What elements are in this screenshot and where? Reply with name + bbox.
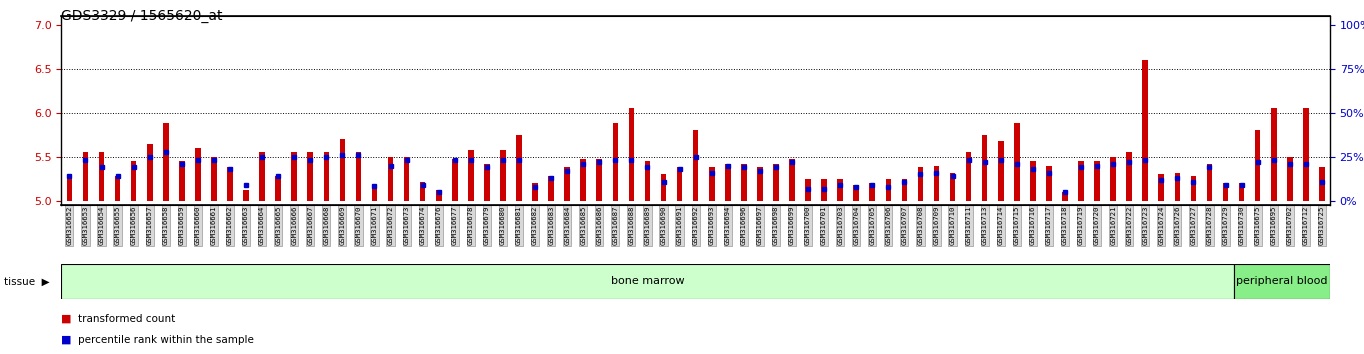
Bar xyxy=(596,159,602,201)
Bar xyxy=(660,175,667,201)
Bar xyxy=(949,173,955,201)
Bar xyxy=(1239,183,1244,201)
Bar xyxy=(982,135,988,201)
Bar xyxy=(645,161,651,201)
Bar xyxy=(356,153,361,201)
Bar xyxy=(1143,60,1148,201)
Bar xyxy=(612,124,618,201)
Bar xyxy=(677,167,682,201)
Bar xyxy=(581,159,587,201)
Bar xyxy=(1288,157,1293,201)
Bar xyxy=(516,135,522,201)
Bar xyxy=(902,179,907,201)
Bar xyxy=(307,152,314,201)
Bar xyxy=(629,108,634,201)
Bar xyxy=(998,141,1004,201)
Bar xyxy=(885,179,891,201)
Bar xyxy=(162,124,169,201)
Bar xyxy=(179,161,184,201)
Bar xyxy=(821,179,827,201)
Text: transformed count: transformed count xyxy=(78,314,175,324)
Bar xyxy=(276,176,281,201)
Bar xyxy=(918,167,923,201)
Bar xyxy=(451,159,457,201)
Bar xyxy=(404,157,409,201)
Bar xyxy=(1110,157,1116,201)
Bar xyxy=(837,179,843,201)
Bar xyxy=(211,157,217,201)
Bar xyxy=(1046,166,1052,201)
Bar xyxy=(1207,164,1213,201)
Bar xyxy=(869,183,876,201)
Bar xyxy=(1255,130,1260,201)
Bar xyxy=(195,148,201,201)
Bar xyxy=(709,167,715,201)
Text: percentile rank within the sample: percentile rank within the sample xyxy=(78,335,254,345)
Text: tissue  ▶: tissue ▶ xyxy=(4,276,49,286)
Bar xyxy=(1303,108,1308,201)
Bar xyxy=(131,161,136,201)
Bar xyxy=(548,176,554,201)
Bar xyxy=(1319,167,1324,201)
Text: GDS3329 / 1565620_at: GDS3329 / 1565620_at xyxy=(61,9,222,23)
Bar xyxy=(420,182,426,201)
Bar xyxy=(693,130,698,201)
Bar xyxy=(934,166,940,201)
Bar xyxy=(98,152,104,201)
Bar xyxy=(966,153,971,201)
Bar xyxy=(1063,192,1068,201)
Bar xyxy=(243,190,248,201)
Bar xyxy=(757,167,762,201)
Bar xyxy=(228,167,233,201)
Bar xyxy=(259,153,265,201)
Text: peripheral blood: peripheral blood xyxy=(1236,276,1327,286)
Bar xyxy=(323,152,329,201)
Bar xyxy=(1271,108,1277,201)
Bar xyxy=(340,139,345,201)
Bar xyxy=(501,150,506,201)
Bar xyxy=(532,183,537,201)
Bar xyxy=(1174,173,1180,201)
Text: bone marrow: bone marrow xyxy=(611,276,685,286)
Bar xyxy=(83,152,89,201)
Bar xyxy=(1094,161,1099,201)
Bar xyxy=(484,164,490,201)
Bar xyxy=(387,157,393,201)
Bar xyxy=(1078,161,1084,201)
Bar xyxy=(1158,175,1163,201)
Bar xyxy=(371,186,378,201)
Bar xyxy=(790,159,795,201)
Bar xyxy=(115,176,120,201)
Bar xyxy=(1013,124,1020,201)
Text: ■: ■ xyxy=(61,314,72,324)
Bar xyxy=(1191,176,1196,201)
Bar xyxy=(67,175,72,201)
Bar xyxy=(1233,264,1330,299)
Bar xyxy=(724,164,731,201)
Bar xyxy=(854,185,859,201)
Bar xyxy=(292,152,297,201)
Bar xyxy=(1127,153,1132,201)
Bar xyxy=(436,190,442,201)
Bar xyxy=(805,179,810,201)
Bar xyxy=(773,164,779,201)
Bar xyxy=(565,167,570,201)
Bar xyxy=(147,144,153,201)
Bar xyxy=(1222,183,1229,201)
Bar xyxy=(1030,161,1035,201)
Bar xyxy=(741,164,746,201)
Text: ■: ■ xyxy=(61,335,72,345)
Bar xyxy=(468,150,473,201)
